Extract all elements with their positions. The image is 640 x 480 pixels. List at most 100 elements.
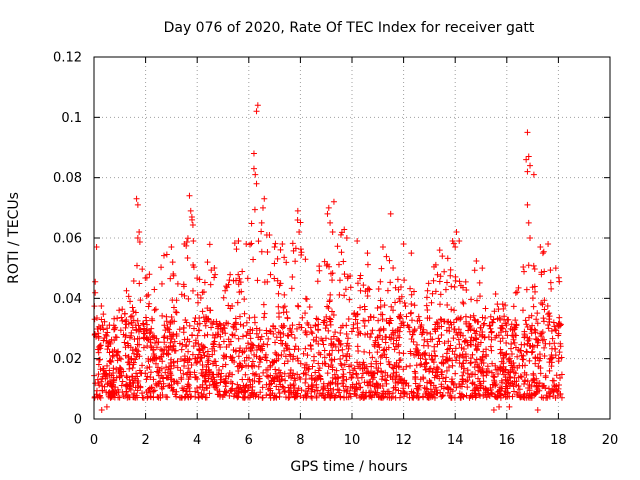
roti-point	[456, 353, 463, 360]
roti-point	[377, 297, 384, 304]
roti-point	[253, 180, 260, 187]
roti-point	[359, 370, 366, 377]
roti-point	[505, 316, 512, 323]
roti-point	[531, 266, 538, 273]
roti-point	[472, 359, 479, 366]
roti-point	[111, 325, 118, 332]
roti-point	[308, 345, 315, 352]
roti-point	[365, 285, 372, 292]
roti-point	[361, 306, 368, 313]
roti-point	[541, 352, 548, 359]
roti-point	[242, 383, 249, 390]
roti-point	[528, 349, 535, 356]
roti-point	[279, 340, 286, 347]
roti-point	[327, 385, 334, 392]
roti-point	[357, 365, 364, 372]
roti-point	[275, 290, 282, 297]
roti-point	[249, 327, 256, 334]
roti-point	[198, 370, 205, 377]
roti-point	[216, 320, 223, 327]
roti-point	[326, 315, 333, 322]
roti-point	[249, 389, 256, 396]
roti-point	[232, 277, 239, 284]
roti-point	[443, 367, 450, 374]
roti-point	[426, 391, 433, 398]
roti-point	[256, 375, 263, 382]
roti-point	[292, 258, 299, 265]
roti-point	[467, 360, 474, 367]
roti-point	[523, 394, 530, 401]
roti-point	[542, 374, 549, 381]
roti-point	[244, 340, 251, 347]
roti-point	[154, 364, 161, 371]
roti-point	[261, 314, 268, 321]
roti-point	[225, 320, 232, 327]
roti-point	[281, 303, 288, 310]
roti-point	[249, 370, 256, 377]
roti-point	[278, 376, 285, 383]
roti-point	[243, 241, 250, 248]
roti-point	[255, 238, 262, 245]
roti-point	[268, 380, 275, 387]
roti-point	[340, 377, 347, 384]
roti-point	[352, 316, 359, 323]
roti-point	[159, 312, 166, 319]
roti-point	[245, 363, 252, 370]
roti-point	[477, 324, 484, 331]
roti-point	[521, 391, 528, 398]
roti-point	[278, 351, 285, 358]
roti-point	[281, 360, 288, 367]
roti-point	[498, 365, 505, 372]
roti-point	[179, 394, 186, 401]
roti-point	[129, 324, 136, 331]
roti-point	[487, 384, 494, 391]
roti-point	[443, 350, 450, 357]
roti-point	[263, 330, 270, 337]
roti-point	[279, 241, 286, 248]
roti-point	[131, 336, 138, 343]
roti-point	[170, 272, 177, 279]
roti-point	[185, 382, 192, 389]
roti-point	[432, 353, 439, 360]
roti-point	[400, 241, 407, 248]
roti-point	[245, 354, 252, 361]
roti-point	[354, 311, 361, 318]
roti-point	[315, 321, 322, 328]
roti-point	[164, 394, 171, 401]
roti-point	[461, 338, 468, 345]
roti-point	[195, 389, 202, 396]
roti-point	[534, 320, 541, 327]
roti-point	[130, 361, 137, 368]
roti-point	[494, 394, 501, 401]
roti-point	[225, 302, 232, 309]
roti-point	[272, 339, 279, 346]
roti-point	[545, 325, 552, 332]
roti-point	[263, 381, 270, 388]
roti-point	[551, 323, 558, 330]
roti-point	[464, 370, 471, 377]
roti-point	[493, 332, 500, 339]
roti-point	[379, 382, 386, 389]
roti-point	[251, 206, 258, 213]
roti-point	[508, 341, 515, 348]
roti-point	[147, 329, 154, 336]
roti-point	[511, 388, 518, 395]
roti-point	[422, 366, 429, 373]
roti-point	[397, 284, 404, 291]
roti-point	[191, 318, 198, 325]
roti-point	[129, 373, 136, 380]
roti-point	[420, 342, 427, 349]
x-tick-label: 0	[90, 433, 98, 448]
roti-point	[281, 291, 288, 298]
roti-point	[487, 313, 494, 320]
roti-point	[251, 319, 258, 326]
roti-point	[147, 356, 154, 363]
roti-point	[251, 314, 258, 321]
roti-point	[428, 299, 435, 306]
roti-point	[258, 219, 265, 226]
roti-point	[194, 359, 201, 366]
roti-point	[523, 321, 530, 328]
roti-point	[539, 337, 546, 344]
roti-point	[271, 244, 278, 251]
roti-point	[286, 325, 293, 332]
